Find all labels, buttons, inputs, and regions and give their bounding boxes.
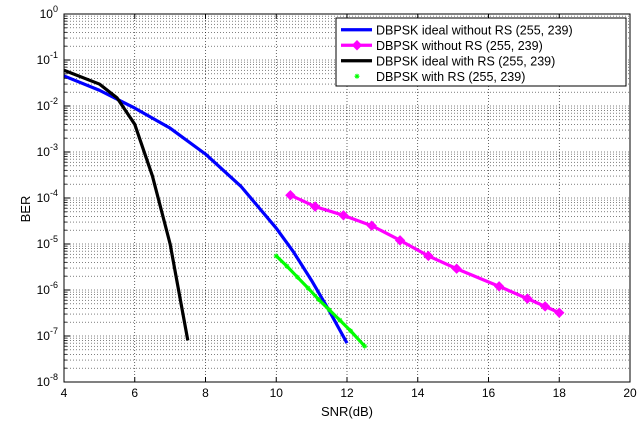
x-tick-label: 12 (340, 386, 354, 400)
y-tick-label: 10-1 (37, 50, 58, 67)
y-tick-label: 10-8 (37, 372, 58, 389)
data-point-marker (305, 285, 311, 291)
legend-item: DBPSK with RS (255, 239) (354, 70, 525, 84)
x-tick-label: 18 (553, 386, 567, 400)
y-tick-label: 10-4 (37, 188, 58, 205)
data-point-marker (316, 297, 322, 303)
data-point-marker (284, 263, 290, 269)
y-tick-label: 10-3 (37, 142, 58, 159)
data-point-marker (366, 220, 377, 231)
x-tick-label: 14 (411, 386, 425, 400)
x-tick-label: 4 (61, 386, 68, 400)
data-point-marker (554, 307, 565, 318)
legend-marker (351, 40, 363, 51)
x-tick-label: 8 (202, 386, 209, 400)
series-line (63, 68, 190, 341)
legend-label: DBPSK ideal with RS (255, 239) (376, 54, 555, 68)
y-tick-label: 10-6 (37, 280, 58, 297)
series-1 (63, 74, 349, 344)
x-tick-label: 16 (482, 386, 496, 400)
y-tick-label: 10-5 (37, 234, 58, 251)
y-tick-label: 10-7 (37, 326, 58, 343)
x-tick-label: 20 (623, 386, 637, 400)
x-axis-label: SNR(dB) (321, 404, 373, 419)
x-tick-label: 10 (270, 386, 284, 400)
data-point-marker (423, 250, 434, 262)
data-point-marker (362, 343, 368, 349)
legend-label: DBPSK without RS (255, 239) (376, 39, 543, 53)
x-tick-label: 6 (131, 386, 138, 400)
data-point-marker (337, 317, 343, 323)
data-point-marker (285, 190, 296, 201)
y-tick-label: 10-2 (37, 96, 58, 113)
data-point-marker (294, 274, 300, 280)
legend-marker (354, 73, 360, 79)
series-3 (63, 68, 190, 341)
data-point-marker (493, 281, 505, 292)
legend-label: DBPSK with RS (255, 239) (376, 70, 525, 84)
series-2 (285, 190, 565, 318)
legend-item: DBPSK without RS (255, 239) (341, 39, 543, 53)
data-point-marker (522, 293, 533, 304)
data-point-marker (273, 253, 279, 259)
data-point-marker (309, 201, 321, 212)
data-point-marker (348, 328, 354, 334)
series-4 (273, 253, 368, 349)
data-point-marker (326, 307, 332, 313)
series-line (63, 74, 349, 344)
legend-box (335, 17, 627, 87)
legend-item: DBPSK ideal with RS (255, 239) (341, 54, 555, 68)
legend-item: DBPSK ideal without RS (255, 239) (341, 23, 573, 37)
legend-label: DBPSK ideal without RS (255, 239) (376, 23, 573, 37)
data-point-marker (394, 235, 406, 246)
data-point-marker (451, 263, 462, 274)
y-tick-label: 100 (40, 4, 58, 21)
data-point-marker (338, 210, 349, 221)
data-point-marker (539, 301, 551, 312)
legend: DBPSK ideal without RS (255, 239) DBPSK w… (335, 17, 627, 87)
y-axis-label: BER (18, 196, 33, 223)
series-layer (63, 68, 565, 349)
axis-ticks: 4 6 8 10 12 14 16 18 20 10-8 10-7 10-6 10-5 10-4 10-3 1… (37, 4, 637, 400)
